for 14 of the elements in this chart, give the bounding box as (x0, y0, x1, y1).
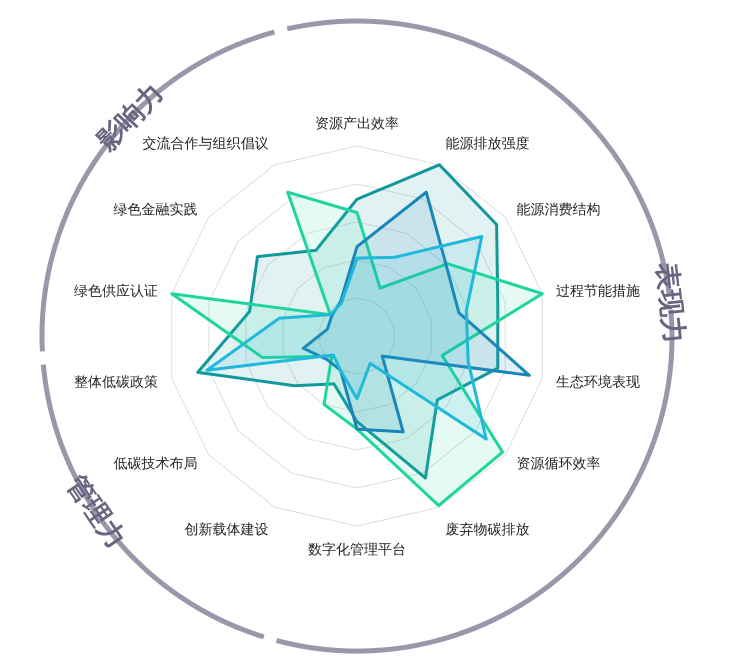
spoke-label: 生态环境表现 (556, 374, 640, 390)
spoke-label: 绿色金融实践 (114, 202, 198, 218)
spoke-label: 数字化管理平台 (308, 542, 406, 558)
spoke-label: 废弃物碳排放 (446, 522, 530, 538)
spoke-label: 交流合作与组织倡议 (142, 136, 268, 152)
spoke-label: 能源排放强度 (446, 136, 530, 152)
spoke-label: 资源产出效率 (315, 116, 399, 132)
spoke-label: 资源循环效率 (516, 456, 600, 472)
text: 表现力 (650, 260, 690, 345)
spoke-label: 创新载体建设 (184, 522, 268, 538)
spoke-label: 过程节能措施 (556, 284, 640, 300)
spoke-label: 整体低碳政策 (74, 374, 158, 390)
spoke-label: 绿色供应认证 (74, 284, 158, 300)
spoke-label: 能源消费结构 (516, 202, 600, 218)
